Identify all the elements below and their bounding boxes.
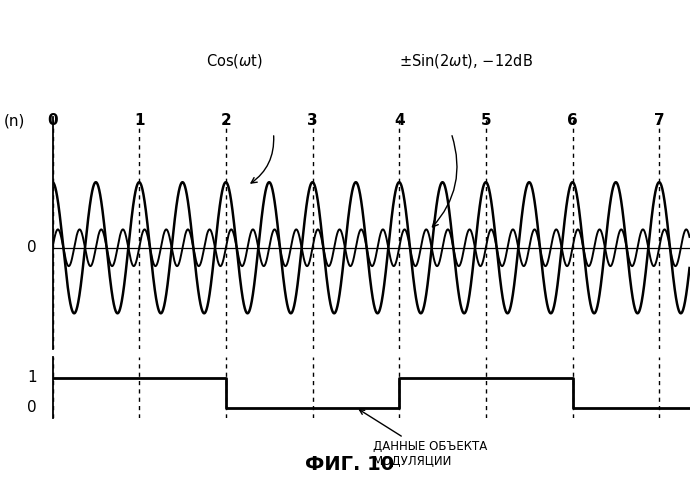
Text: ФИГ. 10: ФИГ. 10 [305,455,395,474]
Text: 0: 0 [47,113,58,128]
Text: ДАННЫЕ ОБЪЕКТА
МОДУЛЯЦИИ: ДАННЫЕ ОБЪЕКТА МОДУЛЯЦИИ [360,410,487,469]
Text: 0: 0 [27,400,37,415]
Text: Cos($\omega$t): Cos($\omega$t) [206,52,263,70]
Text: 4: 4 [394,113,405,128]
Text: 6: 6 [567,113,578,128]
Text: $\pm$Sin(2$\omega$t), $-$12dB: $\pm$Sin(2$\omega$t), $-$12dB [398,52,533,70]
Text: 5: 5 [480,113,491,128]
Text: 0: 0 [27,240,37,255]
Text: 3: 3 [307,113,318,128]
Text: 7: 7 [654,113,664,128]
Text: 1: 1 [27,370,37,385]
Text: 1: 1 [134,113,144,128]
Text: 2: 2 [220,113,231,128]
Text: (n): (n) [4,113,24,128]
